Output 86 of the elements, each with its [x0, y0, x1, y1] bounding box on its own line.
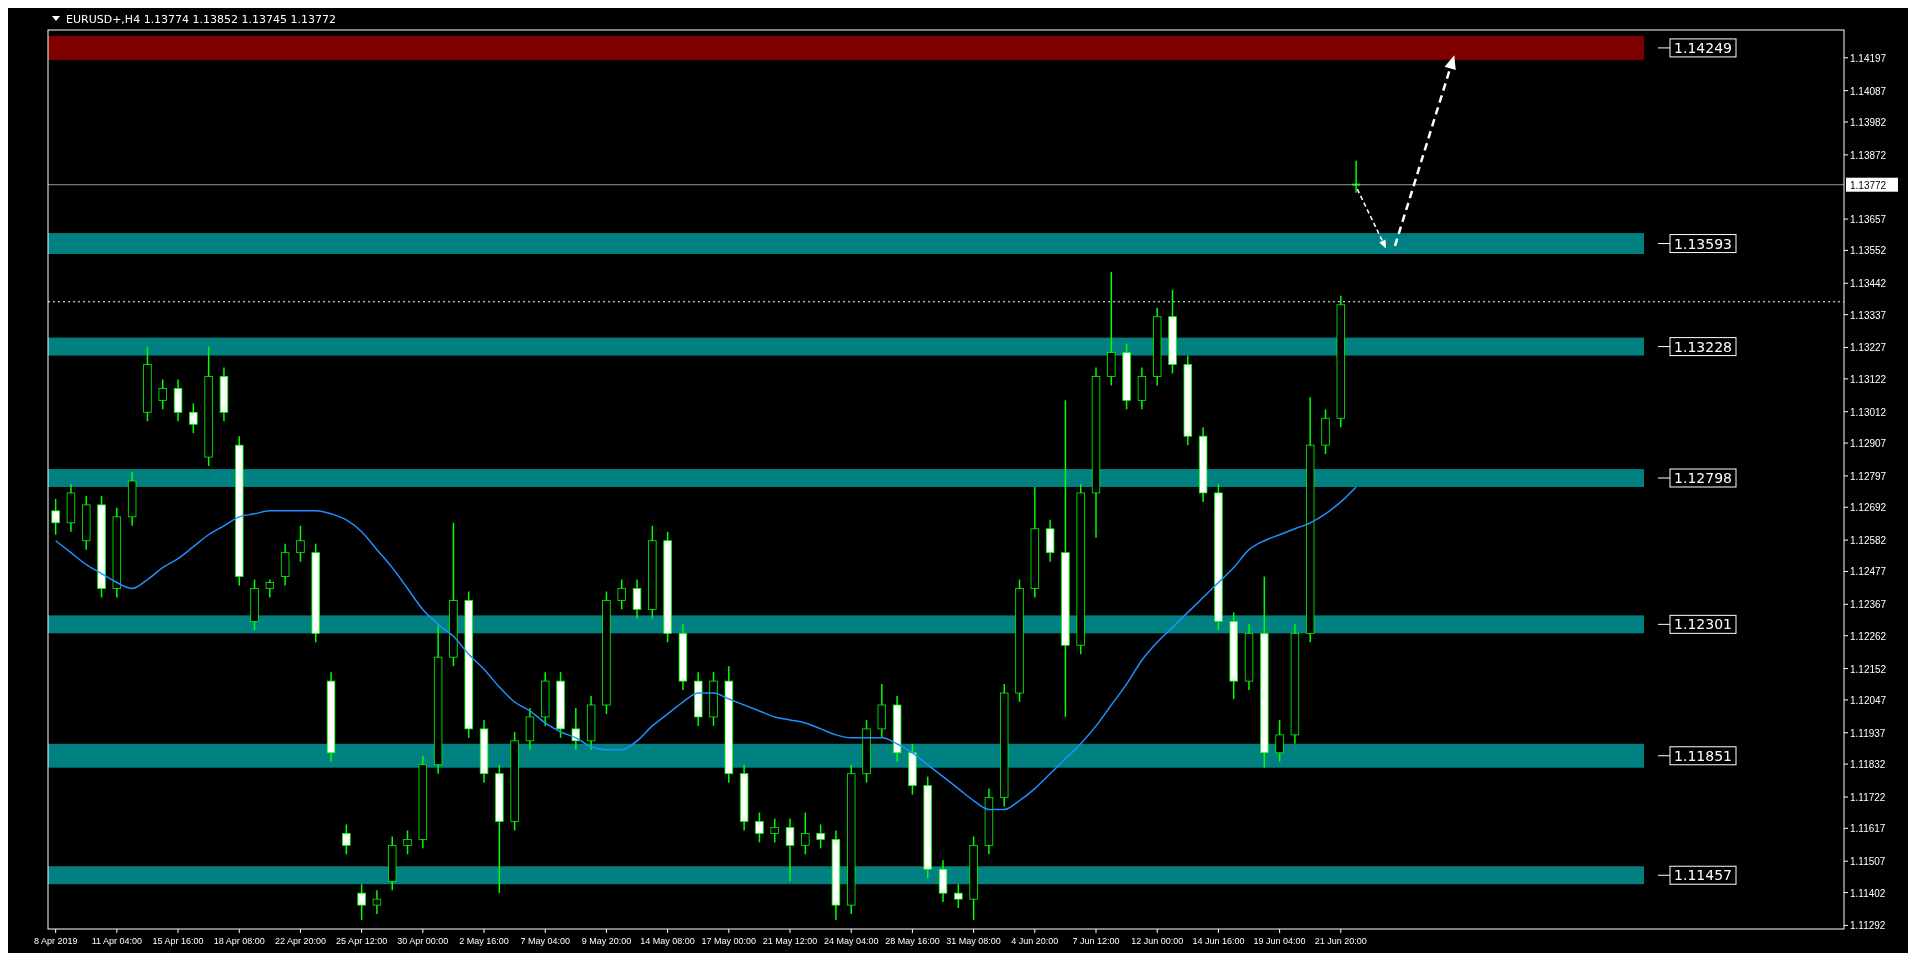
x-tick-label: 11 Apr 04:00 [91, 936, 143, 946]
x-tick-label: 21 Jun 20:00 [1314, 936, 1367, 946]
y-tick-label: 1.13442 [1850, 278, 1887, 290]
x-tick-label: 17 May 00:00 [701, 936, 757, 946]
y-tick-label: 1.12797 [1850, 470, 1887, 482]
candlestick [525, 707, 535, 751]
band-label: 1.13593 [1674, 235, 1732, 252]
candlestick [357, 883, 366, 921]
candlestick [403, 829, 412, 856]
x-tick-label: 28 May 16:00 [885, 936, 940, 946]
y-tick-label: 1.11937 [1850, 727, 1886, 739]
y-tick-label: 1.13337 [1850, 309, 1887, 321]
candlestick [372, 889, 382, 915]
candlestick [617, 578, 626, 611]
candlestick [1137, 366, 1147, 411]
y-tick-label: 1.12152 [1850, 663, 1887, 675]
x-tick-label: 12 Jun 00:00 [1131, 936, 1184, 946]
y-tick-label: 1.13552 [1850, 245, 1887, 257]
x-tick-label: 21 May 12:00 [762, 936, 818, 946]
x-tick-label: 22 Apr 20:00 [274, 936, 326, 946]
band-label: 1.11851 [1674, 747, 1732, 764]
y-tick-label: 1.13012 [1850, 406, 1887, 418]
y-tick-label: 1.12692 [1850, 502, 1887, 514]
candlestick [755, 811, 764, 844]
candlestick [954, 883, 963, 909]
candlestick [189, 402, 198, 434]
y-tick-label: 1.14087 [1850, 85, 1887, 97]
x-tick-label: 30 Apr 00:00 [397, 936, 449, 946]
x-tick-label: 8 Apr 2019 [33, 936, 78, 946]
y-tick-label: 1.13657 [1850, 214, 1887, 226]
band-label: 1.14249 [1674, 39, 1732, 56]
y-tick-label: 1.13872 [1850, 149, 1887, 161]
x-tick-label: 7 Jun 12:00 [1072, 936, 1120, 946]
chart-title: EURUSD+,H4 1.13774 1.13852 1.13745 1.13772 [66, 13, 337, 26]
x-tick-label: 14 Jun 16:00 [1192, 936, 1245, 946]
x-tick-label: 25 Apr 12:00 [336, 936, 388, 946]
x-tick-label: 24 May 04:00 [823, 936, 879, 946]
candlestick [342, 823, 351, 856]
candlestick [51, 498, 60, 536]
candlestick [280, 542, 290, 587]
candlestick [173, 378, 183, 423]
candlestick [801, 811, 810, 856]
candlestick [1045, 519, 1055, 563]
y-tick-label: 1.11722 [1850, 791, 1886, 803]
x-tick-label: 19 Jun 04:00 [1253, 936, 1306, 946]
candlestick [571, 707, 581, 751]
y-tick-label: 1.11832 [1850, 759, 1886, 771]
x-tick-label: 31 May 08:00 [946, 936, 1001, 946]
y-tick-label: 1.11617 [1850, 823, 1886, 835]
x-tick-label: 15 Apr 16:00 [152, 936, 204, 946]
y-tick-label: 1.14197 [1850, 52, 1887, 64]
candlestick [1275, 719, 1284, 763]
y-tick-label: 1.11507 [1850, 856, 1886, 868]
ref-line-label: 1.13772 [1850, 179, 1887, 191]
candlestick [1107, 271, 1116, 387]
y-tick-label: 1.11292 [1850, 920, 1886, 932]
y-tick-label: 1.12477 [1850, 566, 1887, 578]
candlestick [632, 578, 642, 620]
y-tick-label: 1.12582 [1850, 535, 1887, 547]
band-label: 1.12798 [1674, 470, 1732, 487]
band-label: 1.11457 [1674, 867, 1732, 884]
y-tick-label: 1.13227 [1850, 342, 1887, 354]
candlestick [158, 378, 167, 411]
band-label: 1.13228 [1674, 338, 1732, 355]
candlestick [938, 859, 948, 903]
x-tick-label: 14 May 08:00 [640, 936, 695, 946]
y-tick-label: 1.13122 [1850, 373, 1887, 385]
y-tick-label: 1.12262 [1850, 630, 1887, 642]
x-tick-label: 7 May 04:00 [520, 936, 570, 946]
y-tick-label: 1.13982 [1850, 116, 1887, 128]
y-tick-label: 1.11402 [1850, 887, 1886, 899]
x-tick-label: 2 May 16:00 [459, 936, 509, 946]
candlestick [816, 823, 825, 850]
y-tick-label: 1.12367 [1850, 599, 1887, 611]
x-tick-label: 4 Jun 20:00 [1011, 936, 1059, 946]
line-series [54, 486, 1357, 811]
candlestick [877, 683, 887, 739]
band-label: 1.12301 [1674, 616, 1732, 633]
candlestick [770, 817, 779, 844]
candlestick [785, 817, 795, 882]
x-tick-label: 18 Apr 08:00 [213, 936, 265, 946]
y-tick-label: 1.12047 [1850, 694, 1887, 706]
x-tick-label: 9 May 20:00 [581, 936, 632, 946]
candlestick [1351, 160, 1361, 194]
y-tick-label: 1.12907 [1850, 438, 1887, 450]
candlestick [296, 525, 305, 563]
